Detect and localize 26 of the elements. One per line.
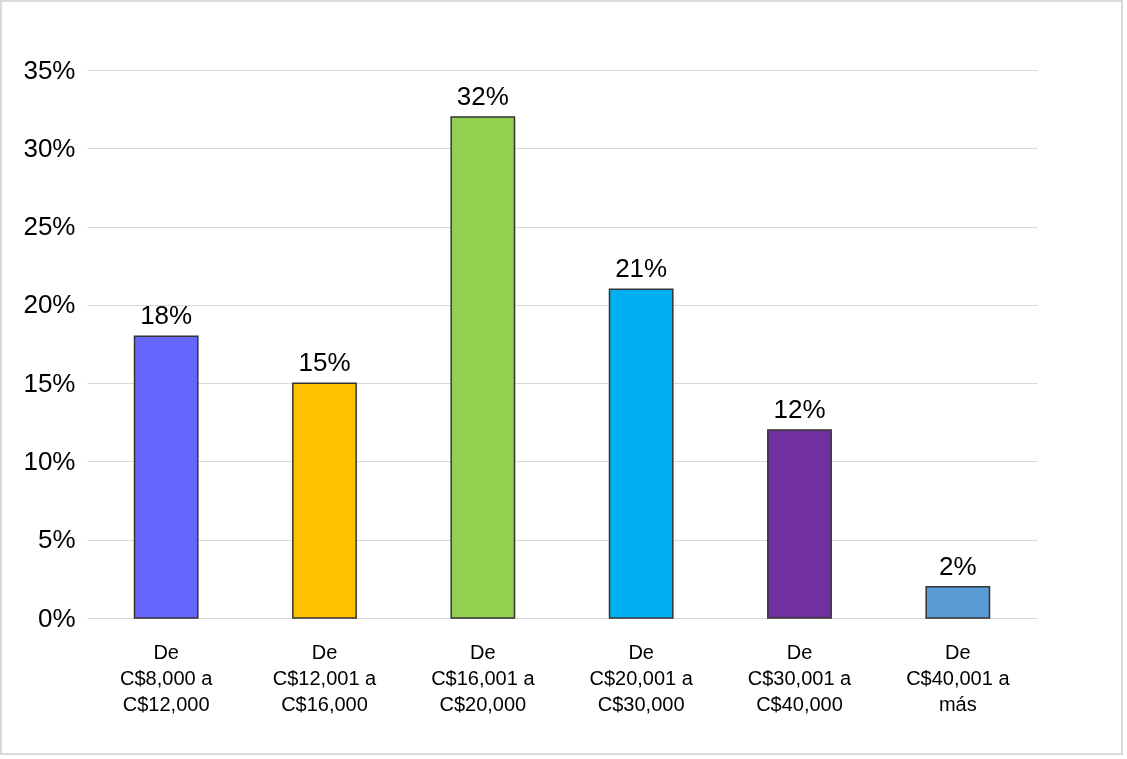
data-label: 21%: [615, 253, 668, 284]
y-tick-label: 0%: [37, 602, 76, 633]
bar: [608, 288, 674, 619]
bar: [925, 585, 991, 619]
x-tick-label: De C$20,001 a C$30,000: [589, 640, 694, 715]
y-tick-label: 25%: [23, 211, 76, 242]
data-label: 15%: [298, 347, 351, 378]
y-tick-label: 5%: [37, 524, 76, 555]
y-tick-label: 35%: [23, 54, 76, 85]
data-label: 2%: [939, 550, 977, 581]
x-tick-label: De C$12,001 a C$16,000: [272, 640, 378, 715]
x-tick-label: De C$40,001 a más: [906, 640, 1011, 715]
y-tick-label: 30%: [23, 132, 76, 163]
x-tick-label: De C$8,000 a C$12,000: [120, 640, 214, 715]
y-tick-label: 15%: [23, 367, 76, 398]
data-label: 12%: [773, 394, 826, 425]
bar: [292, 382, 357, 619]
bar: [133, 335, 199, 619]
x-tick-label: De C$16,001 a C$20,000: [431, 640, 536, 715]
y-tick-label: 20%: [23, 289, 76, 320]
y-tick-label: 10%: [23, 445, 76, 476]
bar: [767, 429, 832, 619]
data-label: 32%: [456, 80, 509, 111]
data-label: 18%: [140, 300, 193, 331]
x-tick-label: De C$30,001 a C$40,000: [747, 640, 853, 715]
bar: [450, 116, 516, 619]
